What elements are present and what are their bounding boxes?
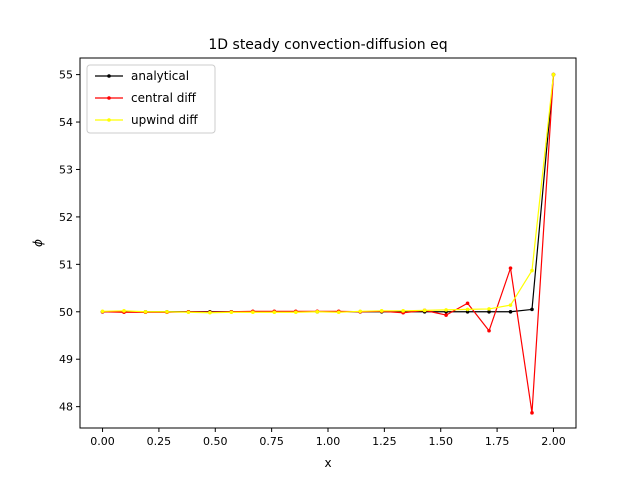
legend-entry-analytical: analytical [95,69,189,83]
y-tick-label: 53 [59,163,73,176]
legend: analytical central diff upwind diff [86,64,216,134]
legend-items: analytical central diff upwind diff [95,69,198,127]
data-point-upwind-diff [186,310,191,315]
data-point-upwind-diff [251,310,255,315]
data-point-upwind-diff [444,308,448,312]
data-point-analytical [508,309,513,314]
legend-swatch-marker [107,74,111,78]
x-tick-label: 1.00 [316,435,341,448]
x-tick-label: 1.75 [485,435,510,448]
series-upwind-diff [100,72,556,315]
data-point-upwind-diff [401,309,405,313]
y-axis-ticks: 48 49 50 51 52 53 54 55 [59,69,80,414]
x-tick-label: 1.25 [372,435,397,448]
data-point-analytical [487,309,491,314]
data-point-central-diff [487,328,491,333]
data-point-upwind-diff [379,309,384,313]
x-axis-ticks: 0.00 0.25 0.50 0.75 1.00 1.25 1.50 1.75 2.00 [90,428,566,448]
data-point-central-diff [444,313,448,317]
y-tick-label: 48 [59,401,73,414]
data-point-upwind-diff [336,310,341,315]
data-point-upwind-diff [358,309,363,314]
data-point-upwind-diff [143,309,148,314]
x-tick-label: 0.25 [147,435,172,448]
data-point-central-diff [508,266,513,270]
data-point-upwind-diff [293,310,298,315]
data-point-upwind-diff [508,303,513,307]
x-tick-label: 2.00 [541,435,566,448]
y-tick-label: 49 [59,353,73,366]
y-tick-label: 54 [59,116,73,129]
chart-title: 1D steady convection-diffusion eq [208,37,447,53]
x-tick-label: 1.50 [428,435,453,448]
y-axis-label: ϕ [31,239,45,247]
legend-entry-upwind-diff: upwind diff [95,113,198,127]
data-point-central-diff [530,411,534,415]
x-tick-label: 0.00 [90,435,115,448]
legend-box [86,64,216,134]
data-point-upwind-diff [530,268,534,273]
data-point-upwind-diff [551,72,556,77]
data-point-upwind-diff [487,307,491,311]
legend-label: central diff [131,91,197,105]
legend-swatch-marker [107,118,111,122]
x-tick-label: 0.75 [259,435,284,448]
legend-label: analytical [131,69,189,83]
data-point-upwind-diff [208,310,212,315]
data-point-upwind-diff [229,310,234,315]
y-tick-label: 55 [59,69,73,82]
data-point-upwind-diff [315,309,320,314]
data-point-upwind-diff [422,308,427,313]
legend-swatch-marker [107,96,111,100]
series-line-upwind-diff [102,74,555,314]
x-tick-label: 0.50 [203,435,228,448]
data-point-central-diff [465,301,470,306]
data-point-upwind-diff [465,307,470,312]
legend-label: upwind diff [131,113,198,127]
y-tick-label: 50 [59,306,73,319]
legend-entry-central-diff: central diff [95,91,197,105]
data-point-upwind-diff [272,310,277,315]
data-point-upwind-diff [122,309,126,313]
x-axis-label: x [324,456,331,470]
data-point-upwind-diff [165,309,169,314]
data-point-analytical [530,307,534,312]
data-point-upwind-diff [100,309,105,314]
series-layer [100,72,556,415]
y-tick-label: 52 [59,211,73,224]
y-tick-label: 51 [59,258,73,271]
